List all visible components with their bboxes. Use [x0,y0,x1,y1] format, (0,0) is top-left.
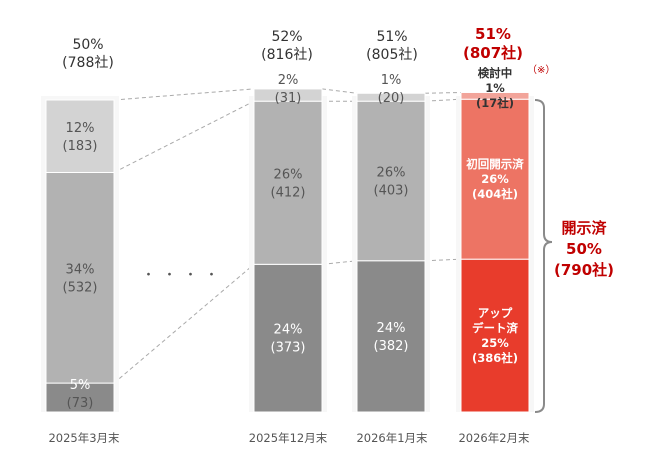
segment-label-middle-2026-01-1: (403) [374,184,409,199]
total-pct-2026-01: 51% [376,29,407,45]
total-count-2026-02: (807社) [463,44,523,62]
bracket-label-pct: 50% [566,240,602,258]
bracket-label-count: (790社) [554,261,614,279]
total-pct-2026-02: 51% [475,25,511,43]
connector-bottom-0 [113,263,255,384]
total-pct-2025-12: 52% [271,29,302,45]
bar-top-2026-02 [460,91,530,100]
bar-middle-2026-02 [460,98,530,260]
annotation-mark: （※） [527,64,555,76]
connector-middle-2 [424,98,462,102]
x-tick-label-2025-12: 2025年12月末 [249,431,328,445]
segment-label-bottom-2026-02-0: アップ [478,306,513,320]
disclosed-bracket [534,99,553,413]
connector-top-1 [321,88,358,94]
bar-bottom-2025-12 [253,263,323,413]
ellipsis-dots: ・・・・ [142,268,226,283]
total-count-2025-12: (816社) [261,47,313,63]
segment-label-middle-2026-02-1: 26% [481,172,509,186]
connector-bottom-1 [321,260,358,265]
total-count-2025-03: (788社) [62,55,114,71]
total-count-2026-01: (805社) [366,47,418,63]
connector-middle-0 [113,100,255,173]
x-tick-label-2026-01: 2026年1月末 [356,431,428,445]
connector-top-0 [113,88,255,101]
x-tick-label-2026-02: 2026年2月末 [458,431,530,445]
segment-label-middle-2026-02-0: 初回開示済 [466,157,524,171]
bar-bottom-2025-03 [45,382,115,413]
segment-label-bottom-2026-01-1: (382) [374,339,409,354]
bar-bottom-2026-02 [460,258,530,413]
segment-label-top-2026-02-0: 検討中 [478,66,513,80]
connector-lines [113,88,462,384]
segment-label-bottom-2026-02-2: 25% [481,336,509,350]
segment-label-middle-2025-03-0: 34% [66,262,95,277]
segment-label-middle-2025-12-1: (412) [271,185,306,200]
bar-middle-2026-01 [356,100,426,262]
segment-label-bottom-2026-02-3: (386社) [472,351,518,365]
segment-label-middle-2026-01-0: 26% [377,166,406,181]
segment-label-bottom-2026-01-0: 24% [377,321,406,336]
bar-top-2025-12 [253,88,323,102]
segment-label-top-2025-03-0: 12% [66,121,95,136]
bar-bottom-2026-01 [356,260,426,413]
segment-label-middle-2025-12-0: 26% [274,167,303,182]
connector-top-2 [424,91,462,94]
bar-top-2026-01 [356,92,426,102]
x-tick-label-2025-03: 2025年3月末 [48,431,120,445]
segment-label-top-2026-02-1: 1% [485,81,505,95]
segment-label-top-2026-02-2: (17社) [476,96,514,110]
segment-label-bottom-2025-12-0: 24% [274,323,303,338]
bracket-label-title: 開示済 [561,219,607,237]
bar-middle-2025-03 [45,171,115,384]
segment-label-bottom-2025-03-0: 5% [70,378,91,393]
segment-label-bottom-2026-02-1: デート済 [472,321,518,335]
segment-label-top-2025-03-1: (183) [63,139,98,154]
segment-label-top-2026-01-1: (20) [378,91,405,106]
segment-label-top-2025-12-1: (31) [275,91,302,106]
segment-label-middle-2025-03-1: (532) [63,280,98,295]
segment-label-top-2025-12-0: 2% [278,73,299,88]
total-pct-2025-03: 50% [72,37,103,53]
segment-label-bottom-2025-12-1: (373) [271,341,306,356]
bar-middle-2025-12 [253,100,323,265]
segment-label-top-2026-01-0: 1% [381,73,402,88]
bar-top-2025-03 [45,99,115,173]
segment-label-bottom-2025-03-1: (73) [67,396,94,411]
segment-label-middle-2026-02-2: (404社) [472,187,518,201]
bars [41,88,534,413]
connector-bottom-2 [424,258,462,262]
